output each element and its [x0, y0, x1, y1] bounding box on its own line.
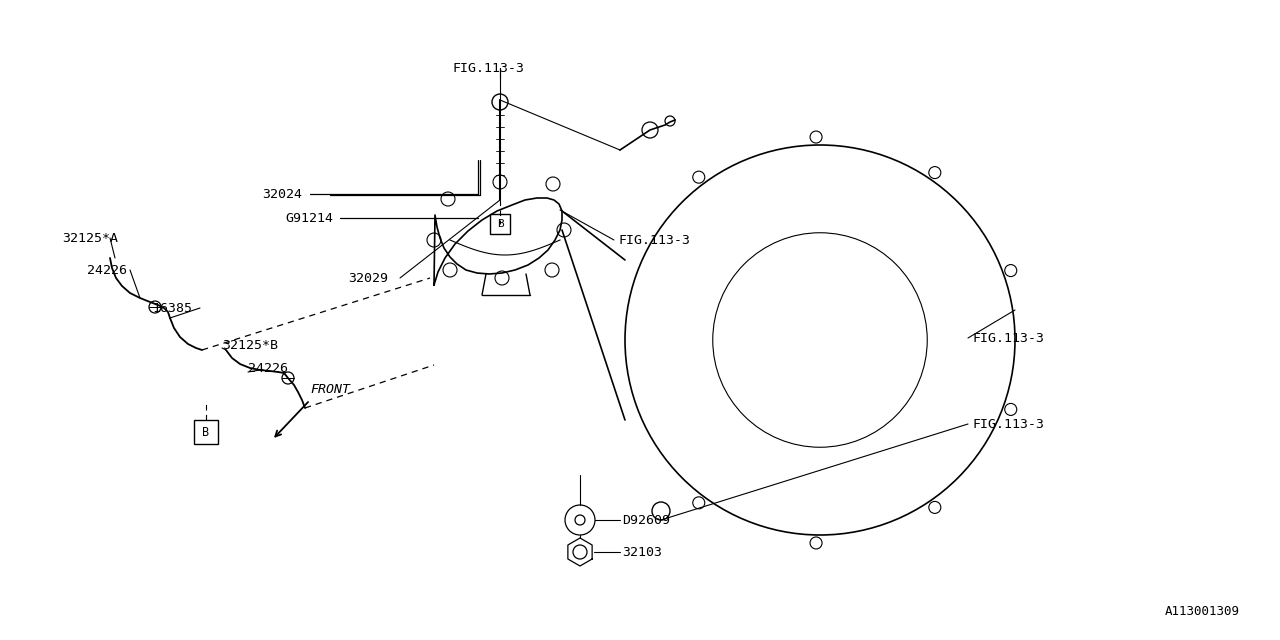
Text: 32024: 32024 [262, 188, 302, 200]
Text: 16385: 16385 [152, 301, 192, 314]
Text: FRONT: FRONT [310, 383, 349, 396]
Text: FIG.113-3: FIG.113-3 [972, 332, 1044, 344]
Text: 24226: 24226 [248, 362, 288, 374]
Text: FIG.113-3: FIG.113-3 [452, 61, 524, 74]
Text: A113001309: A113001309 [1165, 605, 1240, 618]
Text: FIG.113-3: FIG.113-3 [972, 417, 1044, 431]
Text: 32125*B: 32125*B [221, 339, 278, 351]
Text: D92609: D92609 [622, 513, 669, 527]
Text: 32103: 32103 [622, 545, 662, 559]
Text: FIG.113-3: FIG.113-3 [618, 234, 690, 246]
FancyBboxPatch shape [195, 420, 218, 444]
Text: G91214: G91214 [285, 211, 333, 225]
Text: 32029: 32029 [348, 271, 388, 285]
Text: 32125*A: 32125*A [61, 232, 118, 244]
FancyBboxPatch shape [490, 214, 509, 234]
Text: B: B [497, 219, 503, 229]
Text: 24226: 24226 [87, 264, 127, 276]
Text: B: B [202, 426, 210, 438]
